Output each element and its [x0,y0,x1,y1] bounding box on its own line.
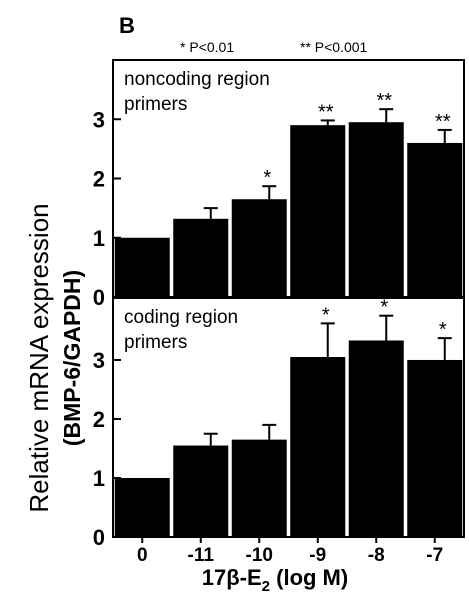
x-axis-label: 17β-E2 (log M) [202,565,348,595]
y-tick-label-noncoding: 3 [93,107,105,132]
chart-panel-coding: coding region primers 0 1 2 3 0 -11 -10 * -9 * -8 * -7 [93,297,465,566]
x-axis-label-subscript: 2 [262,578,270,595]
significance-mark-noncoding--10: * [263,167,271,189]
x-axis-label-suffix: (log M) [270,565,348,590]
y-tick-label-noncoding: 0 [93,285,105,310]
panel-title-noncoding-line2: primers [124,94,187,115]
significance-legend-double: ** P<0.001 [300,39,368,55]
significance-mark-noncoding--8: ** [376,90,392,112]
bar-noncoding--8 [348,122,404,298]
bar-coding--10 [231,439,287,537]
panel-title-coding-line2: primers [124,332,187,353]
significance-mark-noncoding--7: ** [435,111,451,133]
bar-coding--9 [290,357,346,537]
bar-noncoding-0 [114,237,170,297]
x-tick-label--9: -9 [309,545,326,566]
bar-coding--7 [407,359,463,537]
significance-mark-coding--7: * [439,319,447,341]
bar-noncoding--10 [231,199,287,297]
bar-noncoding--9 [290,125,346,297]
y-tick-label-noncoding: 1 [93,226,105,251]
y-axis-label-line1: Relative mRNA expression [24,203,54,512]
y-tick-label-coding: 3 [93,348,105,373]
panel-label: B [119,13,135,38]
significance-mark-coding--9: * [322,304,330,326]
y-axis-label: Relative mRNA expression (BMP-6/GAPDH) [24,203,85,512]
y-tick-label-noncoding: 2 [93,167,105,192]
plot-frame-coding [112,297,465,538]
bar-coding--8 [348,340,404,537]
significance-mark-coding--8: * [380,297,388,319]
bar-coding-0 [114,477,170,537]
bar-noncoding--7 [407,142,463,297]
x-tick-label--7: -7 [426,545,443,566]
significance-mark-noncoding--9: ** [318,101,334,123]
panel-title-coding-line1: coding region [124,307,238,328]
x-tick-label--10: -10 [246,545,273,566]
x-tick-label--11: -11 [188,545,215,566]
y-axis-label-line2: (BMP-6/GAPDH) [59,270,85,446]
x-tick-label-0: 0 [137,545,148,566]
x-tick-label--8: -8 [368,545,385,566]
y-tick-label-coding: 0 [93,525,105,550]
bar-coding--11 [173,445,229,537]
panel-title-noncoding-line1: noncoding region [124,69,270,90]
x-axis-label-main: 17β-E [202,565,262,590]
significance-legend-single: * P<0.01 [180,39,234,55]
y-tick-label-coding: 1 [93,466,105,491]
y-tick-label-coding: 2 [93,407,105,432]
bar-noncoding--11 [173,218,229,297]
